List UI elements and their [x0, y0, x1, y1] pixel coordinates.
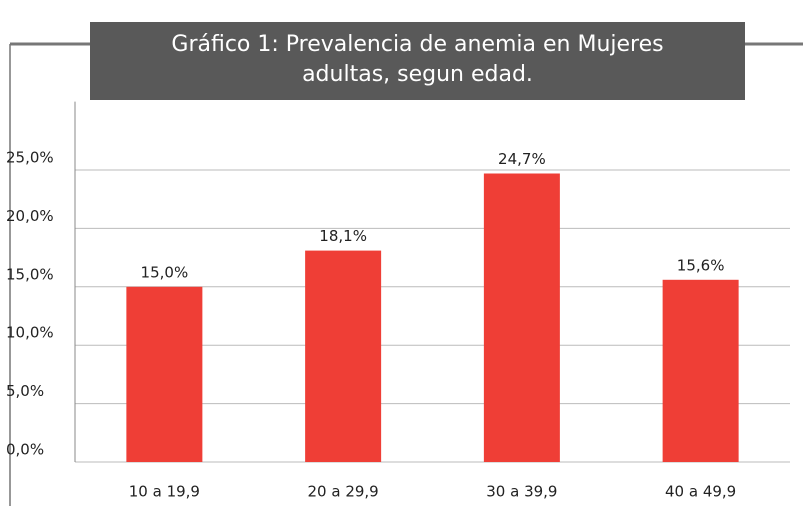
data-label: 18,1%	[319, 227, 367, 245]
y-tick-label: 15,0%	[6, 265, 54, 283]
y-tick-label: 20,0%	[6, 207, 54, 225]
bar	[483, 173, 560, 462]
bar	[305, 250, 382, 462]
x-tick-label: 30 a 39,9	[486, 483, 557, 501]
x-tick-label: 40 a 49,9	[665, 483, 736, 501]
bar	[126, 286, 203, 462]
data-label: 15,6%	[677, 256, 725, 274]
bar	[662, 279, 739, 462]
y-tick-label: 0,0%	[6, 441, 44, 459]
x-tick-label: 10 a 19,9	[129, 483, 200, 501]
y-tick-label: 25,0%	[6, 149, 54, 167]
chart-title: Gráfico 1: Prevalencia de anemia en Muje…	[90, 22, 745, 100]
data-label: 24,7%	[498, 150, 546, 168]
data-label: 15,0%	[141, 263, 189, 281]
y-tick-label: 10,0%	[6, 324, 54, 342]
x-tick-label: 20 a 29,9	[308, 483, 379, 501]
y-tick-label: 5,0%	[6, 382, 44, 400]
